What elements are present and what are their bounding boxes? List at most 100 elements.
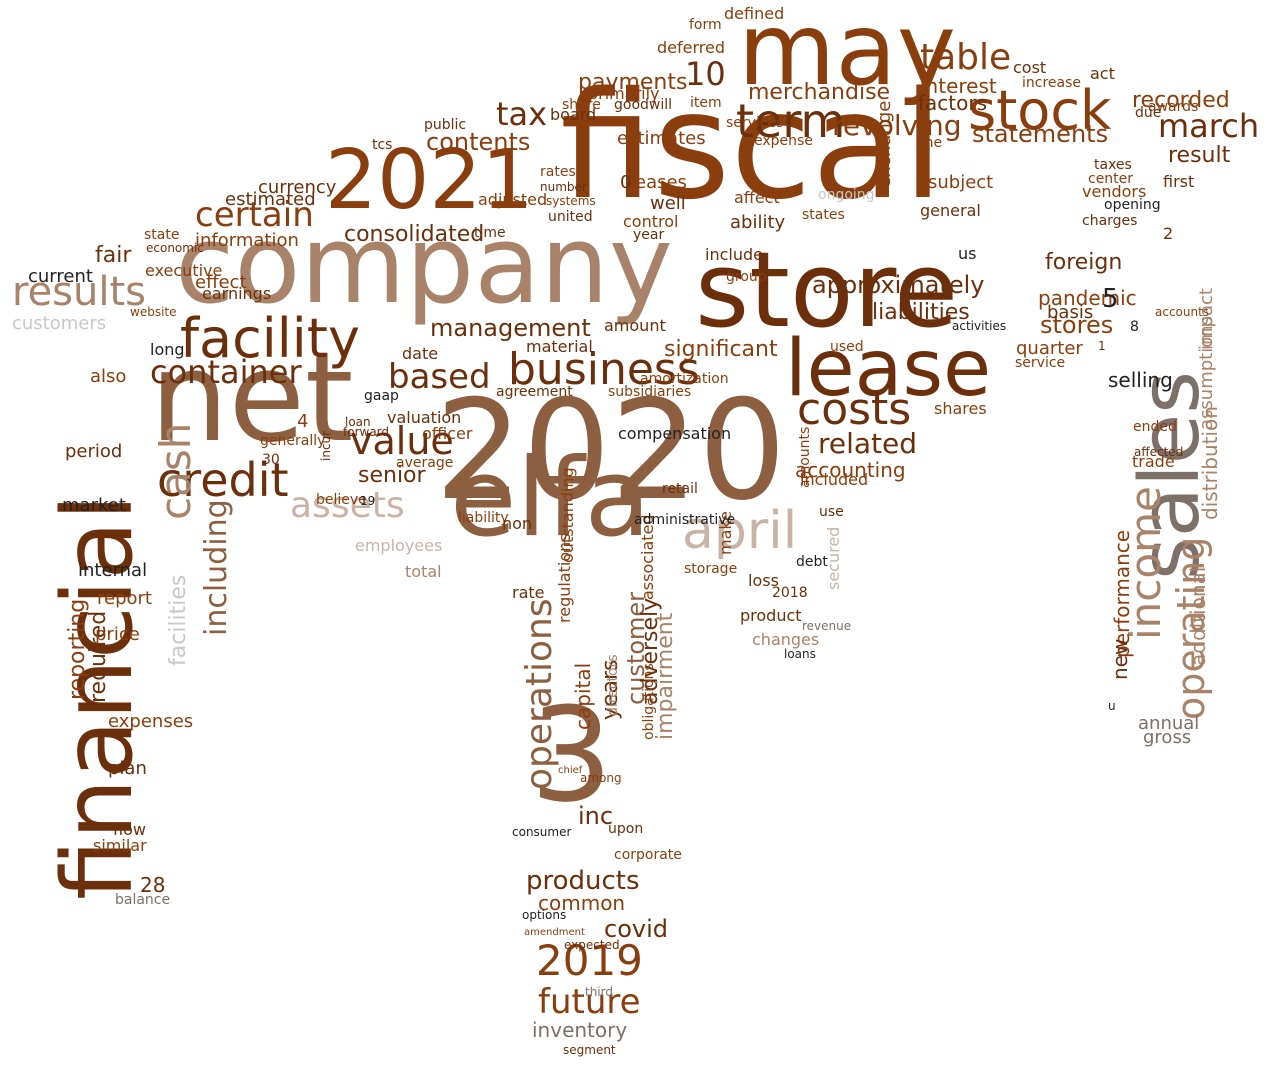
word-cloud-word: report <box>97 588 152 609</box>
word-cloud-word: use <box>819 504 844 520</box>
word-cloud-word: current <box>28 266 93 287</box>
word-cloud-word: facility <box>180 307 360 370</box>
word-cloud-word: exchange <box>874 100 895 188</box>
word-cloud-word: additional <box>1186 566 1210 666</box>
word-cloud-word: obligations <box>641 663 657 740</box>
word-cloud-word: covid <box>604 915 668 943</box>
word-cloud-word: act <box>1090 64 1115 83</box>
word-cloud-word: accounts <box>1155 305 1210 319</box>
word-cloud-word: flow <box>113 820 146 839</box>
word-cloud-word: 3 <box>530 679 613 831</box>
word-cloud-word: amortization <box>640 371 729 387</box>
word-cloud-word: stock <box>968 79 1112 142</box>
word-cloud-word: opening <box>1104 197 1161 213</box>
word-cloud-word: debt <box>796 554 828 570</box>
word-cloud-word: gross <box>1143 727 1192 748</box>
word-cloud-word: secured <box>824 526 843 590</box>
word-cloud-word: material <box>526 337 593 356</box>
word-cloud-word: center <box>1088 171 1134 187</box>
word-cloud-word: states <box>802 207 845 223</box>
word-cloud-word: significant <box>664 337 778 362</box>
word-cloud-word: result <box>1168 143 1231 168</box>
word-cloud-word: 2019 <box>536 936 643 985</box>
word-cloud-word: earnings <box>202 284 272 303</box>
word-cloud-word: service <box>1015 355 1066 371</box>
word-cloud-word: accounting <box>795 458 906 482</box>
word-cloud-word: recorded <box>1132 88 1230 113</box>
word-cloud-word: defined <box>724 4 785 23</box>
word-cloud-word: store <box>695 229 959 351</box>
word-cloud-word: gaap <box>364 388 399 404</box>
word-cloud-word: form <box>689 17 722 33</box>
word-cloud-word: subsidiaries <box>608 384 692 400</box>
word-cloud-word: products <box>526 866 640 896</box>
word-cloud-word: upon <box>608 821 644 837</box>
word-cloud-word: time <box>474 225 506 241</box>
word-cloud-word: new <box>1108 638 1132 680</box>
word-cloud-word: consumer <box>512 825 572 839</box>
word-cloud-word: year <box>633 227 665 243</box>
word-cloud-word: storage <box>684 561 738 577</box>
word-cloud-word: options <box>522 908 567 922</box>
word-cloud-word: share <box>562 97 601 113</box>
word-cloud-word: related <box>818 427 918 460</box>
word-cloud-word: consolidated <box>344 222 485 247</box>
word-cloud-word: approximately <box>812 271 985 299</box>
word-cloud-word: may <box>738 0 956 108</box>
word-cloud-word: employees <box>355 536 443 555</box>
word-cloud-word: contents <box>426 128 531 156</box>
word-cloud-word: systems <box>546 194 596 208</box>
word-cloud-word: foreign <box>1045 250 1123 275</box>
word-cloud-word: item <box>690 95 722 111</box>
word-cloud-word: ability <box>730 212 786 233</box>
word-cloud-word: april <box>682 501 798 561</box>
word-cloud-word: forward <box>343 425 390 439</box>
word-cloud-word: valuation <box>387 408 462 427</box>
word-cloud-word: also <box>90 366 127 387</box>
word-cloud-word: goodwill <box>614 97 673 113</box>
word-cloud-word: amount <box>604 316 666 335</box>
word-cloud-word: senior <box>358 463 426 488</box>
word-cloud-word: costs <box>797 384 912 435</box>
word-cloud-word: incur <box>319 430 333 461</box>
word-cloud-word: value <box>350 419 454 463</box>
word-cloud-word: plan <box>108 758 147 779</box>
word-cloud-word: u <box>1108 699 1116 713</box>
word-cloud-word: website <box>130 305 177 319</box>
word-cloud-word: table <box>920 37 1012 78</box>
word-cloud-word: impact <box>1196 288 1217 350</box>
word-cloud-word: product <box>740 606 802 625</box>
word-cloud-word: economic <box>146 241 204 255</box>
word-cloud-word: vendors <box>1082 182 1147 201</box>
word-cloud-word: state <box>144 227 180 243</box>
word-cloud-word: generally <box>260 433 326 449</box>
word-cloud-word: impairment <box>653 612 678 740</box>
word-cloud-word: management <box>430 314 591 342</box>
word-cloud-word: 5 <box>1102 284 1119 314</box>
word-cloud-word: first <box>1163 172 1195 191</box>
word-cloud-word: quarter <box>1016 338 1083 359</box>
word-cloud-word: 30 <box>262 452 280 468</box>
word-cloud-word: inc <box>578 802 614 830</box>
word-cloud-word: one <box>916 135 943 151</box>
word-cloud-word: payments <box>578 70 688 95</box>
word-cloud-word: non <box>502 514 533 533</box>
word-cloud-word: company <box>175 203 673 328</box>
word-cloud-word: loss <box>748 571 779 590</box>
word-cloud-word: segment <box>563 1043 616 1057</box>
word-cloud-word: common <box>538 891 626 915</box>
word-cloud-word: revenue <box>802 619 852 633</box>
word-cloud-word: term <box>736 94 846 148</box>
word-cloud-word: 19 <box>360 494 376 508</box>
word-cloud-word: number <box>540 180 587 194</box>
word-cloud-word: 2020 <box>435 370 787 531</box>
word-cloud-word: believe <box>316 492 367 508</box>
word-cloud-word: cost <box>1013 58 1047 77</box>
word-cloud-word: march <box>1158 107 1260 145</box>
word-cloud-word: well <box>650 193 686 214</box>
word-cloud-word: statements <box>972 120 1109 148</box>
word-cloud-word: market <box>62 495 126 516</box>
word-cloud-word: group <box>726 269 767 285</box>
word-cloud-word: net <box>150 326 354 470</box>
word-cloud-word: fair <box>95 243 132 268</box>
